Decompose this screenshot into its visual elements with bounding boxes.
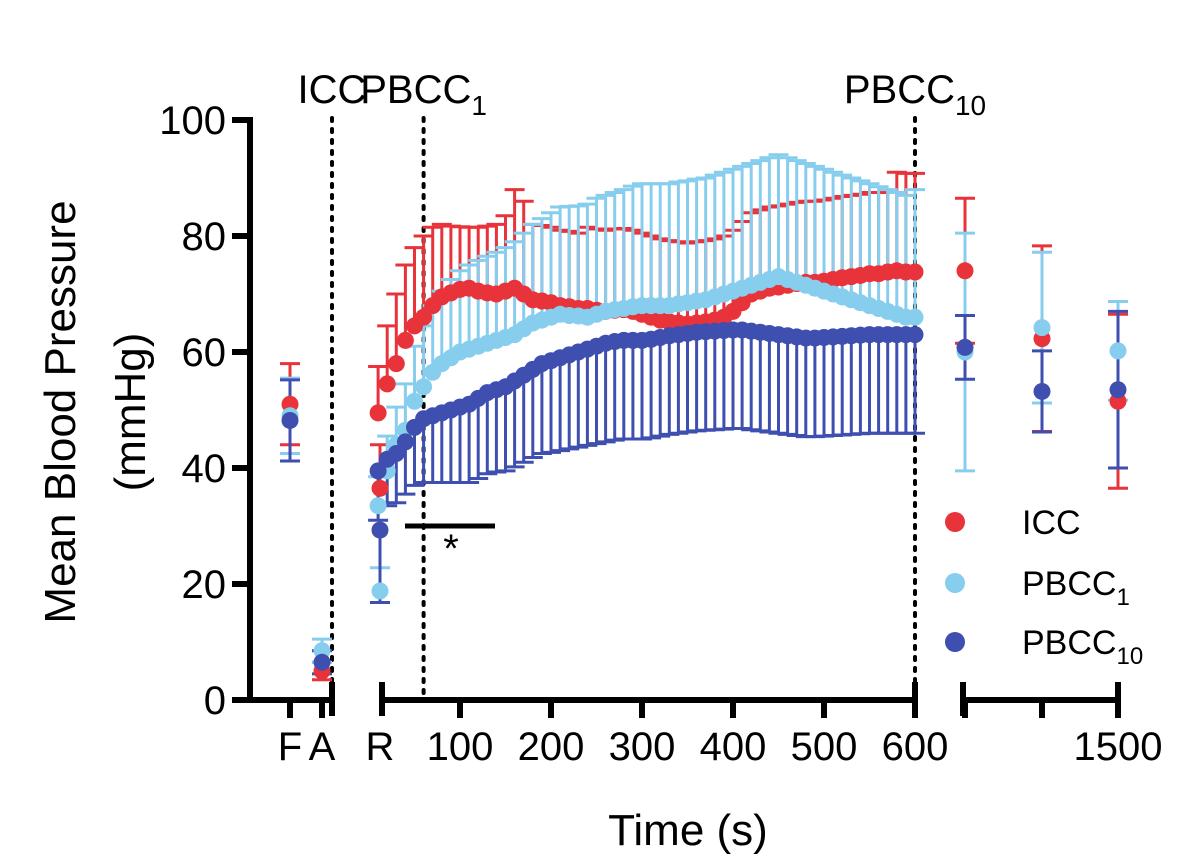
marker-label-base: PBCC xyxy=(844,68,955,112)
y-tick-label: 60 xyxy=(182,331,227,375)
icc-point xyxy=(906,263,924,281)
x-tick-label: 500 xyxy=(791,725,858,769)
pbcc10-point xyxy=(313,653,331,671)
legend-label-base: PBCC xyxy=(1022,565,1116,603)
x-tick-label: 400 xyxy=(700,725,767,769)
y-tick-label: 100 xyxy=(159,99,226,143)
legend-label-subscript: 1 xyxy=(1116,584,1129,611)
pbcc1-point xyxy=(1109,342,1127,360)
pbcc1-point xyxy=(906,308,924,326)
marker-label-base: PBCC xyxy=(360,68,471,112)
marker-label-subscript: 1 xyxy=(471,90,487,121)
icc-point xyxy=(378,375,396,393)
x-tick-label: A xyxy=(309,725,336,769)
significance-asterisk: * xyxy=(443,527,459,571)
pbcc10-point xyxy=(1033,382,1051,400)
legend-label-icc: ICC xyxy=(1022,504,1081,542)
legend-label-base: ICC xyxy=(1022,504,1081,542)
marker-label-icc: ICC xyxy=(298,68,367,112)
legend-label-pbcc1: PBCC1 xyxy=(1022,565,1130,611)
pbcc10-point xyxy=(956,338,974,356)
axes: 0 20 40 60 80 100 F A R 100 200 300 400 500 600 1500 xyxy=(159,99,1162,769)
y-tick-label: 40 xyxy=(182,447,227,491)
marker-label-subscript: 10 xyxy=(955,90,986,121)
marker-label-base: ICC xyxy=(298,68,367,112)
pbcc10-point xyxy=(387,445,405,462)
pbcc10-point xyxy=(906,326,924,344)
legend-marker-icc xyxy=(945,512,965,532)
x-tick-label: 100 xyxy=(427,725,494,769)
pbcc1-point xyxy=(415,378,433,396)
legend-label-subscript: 10 xyxy=(1116,643,1143,670)
pbcc10-point xyxy=(281,411,299,429)
icc-point xyxy=(369,404,387,422)
y-tick-label: 80 xyxy=(182,215,227,259)
x-tick-label: 600 xyxy=(882,725,949,769)
pbcc1-point xyxy=(369,497,387,515)
legend-marker-pbcc10 xyxy=(945,632,965,652)
pbcc10-point xyxy=(369,462,387,480)
pbcc1-point xyxy=(371,582,389,600)
pbcc10-point xyxy=(396,433,414,451)
pbcc10-point xyxy=(371,521,389,539)
data-points xyxy=(281,262,1127,680)
icc-point xyxy=(396,331,414,349)
y-axis-label-units: (mmHg) xyxy=(106,333,155,492)
y-axis-label: Mean Blood Pressure xyxy=(36,200,85,623)
x-tick-label: R xyxy=(366,725,395,769)
legend-label-base: PBCC xyxy=(1022,624,1116,662)
marker-label-pbcc1: PBCC1 xyxy=(360,68,487,121)
x-tick-label: 200 xyxy=(518,725,585,769)
x-tick-label: 1500 xyxy=(1074,725,1163,769)
pbcc10-point xyxy=(1109,381,1127,399)
significance-annotation: * xyxy=(405,523,495,571)
icc-point xyxy=(415,308,433,326)
y-tick-label: 20 xyxy=(182,563,227,607)
y-tick-label: 0 xyxy=(204,679,226,723)
marker-label-pbcc10: PBCC10 xyxy=(844,68,986,121)
x-tick-label: 300 xyxy=(609,725,676,769)
icc-point xyxy=(956,262,974,280)
legend-marker-pbcc1 xyxy=(945,573,965,593)
pbcc1-point xyxy=(406,392,423,410)
icc-point xyxy=(387,355,405,373)
icc-point xyxy=(371,479,389,497)
legend-label-pbcc10: PBCC10 xyxy=(1022,624,1143,670)
x-axis-label: Time (s) xyxy=(608,806,768,855)
x-tick-label: F xyxy=(278,725,302,769)
pbcc1-point xyxy=(1033,319,1051,337)
error-bars xyxy=(280,153,1128,682)
